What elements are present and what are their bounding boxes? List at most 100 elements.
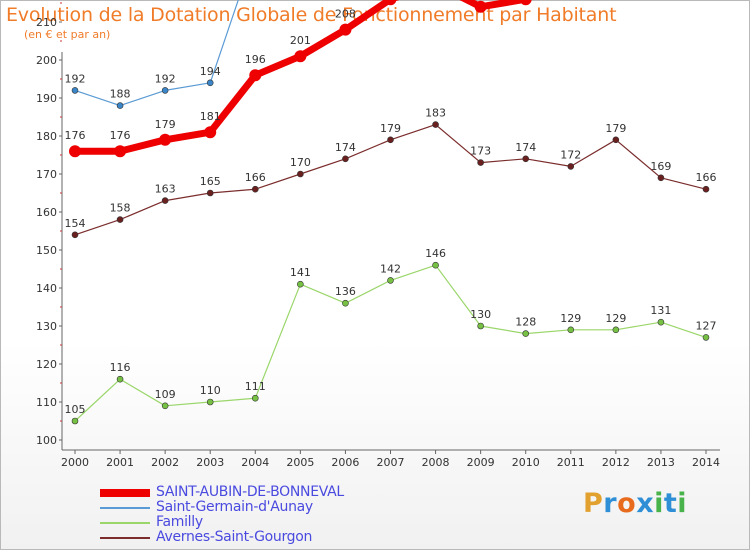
x-tick-label: 2010 <box>512 456 540 469</box>
data-label: 105 <box>65 403 86 416</box>
y-tick-label: 200 <box>36 54 57 67</box>
data-point <box>342 299 349 307</box>
data-point <box>249 69 262 82</box>
data-point <box>384 0 397 6</box>
data-label: 169 <box>650 160 671 173</box>
data-point <box>251 394 259 402</box>
data-label: 201 <box>290 34 311 47</box>
chart-subtitle: (en € et par an) <box>24 28 111 41</box>
data-label: 183 <box>425 107 446 120</box>
data-label: 146 <box>425 247 446 260</box>
data-point <box>71 231 79 239</box>
data-point <box>477 159 484 166</box>
y-tick-label: 110 <box>36 396 57 409</box>
data-point <box>114 145 127 158</box>
x-tick-label: 2014 <box>692 456 720 469</box>
data-label: 176 <box>65 129 86 142</box>
data-label: 111 <box>245 380 266 393</box>
data-label: 154 <box>65 217 86 230</box>
data-label: 128 <box>515 316 536 329</box>
data-label: 188 <box>110 88 131 101</box>
data-point <box>522 155 530 163</box>
y-tick-label: 150 <box>36 244 57 257</box>
x-tick-label: 2007 <box>377 456 405 469</box>
x-tick-label: 2004 <box>241 456 269 469</box>
data-point <box>612 136 620 144</box>
y-tick-label: 210 <box>36 16 57 29</box>
data-point <box>116 375 124 383</box>
data-point <box>116 102 124 109</box>
data-point <box>206 79 214 87</box>
data-label: 116 <box>110 361 131 374</box>
data-label: 110 <box>200 384 221 397</box>
data-point <box>71 87 79 94</box>
y-tick-label: 120 <box>36 358 57 371</box>
logo-letter: i <box>654 488 664 519</box>
data-point <box>161 402 169 410</box>
series-line <box>71 0 530 155</box>
logo-letter: i <box>677 488 688 519</box>
logo-letter: o <box>617 488 637 519</box>
legend-swatch-avernes <box>100 537 150 539</box>
data-label: 179 <box>380 122 401 135</box>
data-label: 174 <box>515 141 536 154</box>
x-tick-label: 2011 <box>557 456 585 469</box>
y-tick-label: 140 <box>36 282 57 295</box>
data-point <box>477 322 484 330</box>
data-label: 163 <box>155 183 176 196</box>
data-point <box>702 334 710 341</box>
data-label: 109 <box>155 388 176 401</box>
data-point <box>342 155 349 163</box>
data-label: 142 <box>380 262 401 275</box>
series-line <box>74 0 239 107</box>
data-point <box>567 326 575 334</box>
data-label: 179 <box>605 122 626 135</box>
data-point <box>339 23 352 36</box>
y-tick-label: 170 <box>36 168 57 181</box>
data-label: 196 <box>245 53 266 66</box>
data-point <box>251 185 259 193</box>
logo-letter: r <box>603 488 618 519</box>
data-label: 170 <box>290 156 311 169</box>
data-point <box>294 50 307 63</box>
data-label: 129 <box>560 312 581 325</box>
data-point <box>387 277 394 284</box>
data-point <box>387 136 394 144</box>
x-tick-label: 2008 <box>422 456 450 469</box>
logo-letter: P <box>583 488 604 519</box>
legend-label: SAINT-AUBIN-DE-BONNEVAL <box>156 484 344 500</box>
data-point <box>522 330 530 337</box>
data-point <box>432 121 439 128</box>
chart-title: Evolution de la Dotation Globale de Fonc… <box>6 4 617 26</box>
x-tick-label: 2013 <box>647 456 675 469</box>
x-tick-label: 2005 <box>286 456 314 469</box>
data-label: 130 <box>470 308 491 321</box>
data-point <box>297 170 304 178</box>
data-label: 166 <box>245 171 266 184</box>
data-point <box>71 417 79 425</box>
logo-letter: t <box>663 488 678 519</box>
logo-letter: x <box>636 488 655 519</box>
data-label: 172 <box>560 148 581 161</box>
x-tick-label: 2012 <box>602 456 630 469</box>
data-point <box>474 0 487 13</box>
data-label: 166 <box>696 171 717 184</box>
x-tick-label: 2009 <box>467 456 495 469</box>
legend-label: Saint-Germain-d'Aunay <box>156 499 313 515</box>
data-point <box>159 133 172 146</box>
data-label: 192 <box>65 72 86 85</box>
data-label: 179 <box>155 118 176 131</box>
data-point <box>612 326 620 334</box>
x-tick-label: 2003 <box>196 456 224 469</box>
data-label: 173 <box>470 145 491 158</box>
data-label: 194 <box>200 65 221 78</box>
y-tick-label: 100 <box>36 434 57 447</box>
legend-label: Familly <box>156 514 203 530</box>
data-point <box>519 0 532 6</box>
data-label: 181 <box>200 110 221 123</box>
data-label: 127 <box>696 319 717 332</box>
data-point <box>567 163 575 170</box>
data-label: 136 <box>335 285 356 298</box>
x-tick-label: 2000 <box>61 456 89 469</box>
